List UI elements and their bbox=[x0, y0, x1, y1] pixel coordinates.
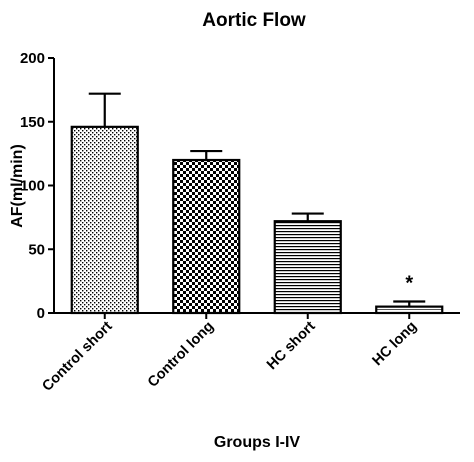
significance-asterisk: * bbox=[405, 273, 413, 295]
x-tick-label: Control long bbox=[145, 319, 217, 391]
bar bbox=[273, 220, 342, 315]
y-tick-label: 150 bbox=[20, 114, 45, 131]
y-tick-label: 0 bbox=[37, 305, 45, 322]
y-tick-label: 100 bbox=[20, 178, 45, 195]
y-tick-label: 200 bbox=[20, 50, 45, 67]
bar bbox=[375, 305, 444, 315]
x-tick-label: HC long bbox=[369, 319, 420, 370]
chart-title: Aortic Flow bbox=[202, 10, 306, 31]
bars bbox=[70, 125, 444, 315]
annotations: * bbox=[405, 273, 413, 295]
x-axis: Control short Control long HC short HC long bbox=[39, 312, 460, 395]
bar bbox=[70, 125, 139, 315]
error-bars bbox=[88, 92, 426, 307]
x-tick-label: HC short bbox=[264, 318, 319, 373]
y-axis-label: AF(ml/min) bbox=[9, 144, 26, 228]
y-tick-label: 50 bbox=[28, 241, 45, 258]
x-axis-label: Groups I-IV bbox=[214, 434, 301, 451]
x-tick-label: Control short bbox=[39, 318, 115, 394]
y-axis: 0 50 100 150 200 bbox=[20, 50, 55, 322]
bar bbox=[172, 158, 241, 315]
